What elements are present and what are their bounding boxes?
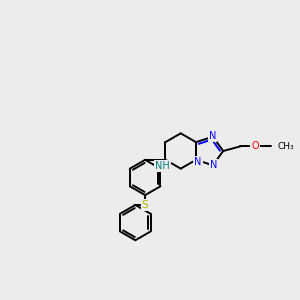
Text: N: N: [209, 131, 217, 141]
Text: N: N: [194, 157, 202, 167]
Text: S: S: [142, 200, 148, 210]
Text: O: O: [251, 141, 259, 152]
Text: CH₃: CH₃: [277, 142, 294, 151]
Text: N: N: [210, 160, 218, 170]
Text: NH: NH: [155, 161, 170, 171]
